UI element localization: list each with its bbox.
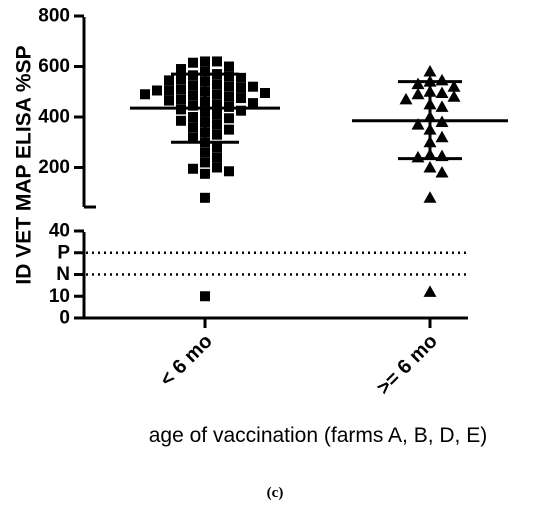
y-tick-label-lower: 0 [59,308,70,329]
data-point-square [176,115,186,126]
data-point-square [188,122,198,133]
data-point-triangle [435,86,449,99]
data-point-square [176,64,186,75]
data-point-triangle [423,161,437,173]
data-point-square [224,61,234,72]
data-point-square [164,95,174,106]
data-point-square [212,89,222,100]
data-point-triangle [411,87,425,100]
data-point-square [212,99,222,110]
x-tick-label: >= 6 mo [373,330,442,399]
data-point-triangle [411,150,425,163]
y-tick-label-upper: 400 [38,107,70,128]
x-tick-label: < 6 mo [156,330,217,391]
y-tick-label-upper: 600 [38,56,70,77]
data-point-square [200,168,210,179]
data-point-square [188,90,198,101]
data-point-triangle [423,285,437,297]
data-point-square [248,81,258,92]
ref-line-label: N [56,264,70,285]
data-point-square [224,71,234,82]
data-point-square [176,74,186,85]
data-point-square [212,152,222,163]
data-point-square [176,84,186,95]
data-point-square [140,89,150,100]
y-tick-label-lower: 40 [49,221,70,242]
data-point-square [212,142,222,153]
data-point-square [260,88,270,99]
data-point-square [212,129,222,140]
data-point-triangle [411,118,425,130]
data-point-triangle [423,191,437,203]
data-point-square [212,109,222,120]
y-axis-title: ID VET MAP ELISA %SP [13,45,36,284]
data-point-triangle [411,77,425,90]
data-point-square [236,93,246,104]
data-point-triangle [423,65,437,77]
data-point-square [212,79,222,90]
data-point-square [248,98,258,109]
data-point-triangle [399,92,413,105]
data-point-square [152,85,162,96]
data-point-square [236,82,246,93]
data-point-square [224,124,234,135]
data-point-square [164,85,174,96]
x-axis-title: age of vaccination (farms A, B, D, E) [149,424,487,447]
data-point-square [224,81,234,92]
data-point-square [224,91,234,102]
data-point-triangle [435,130,449,143]
y-tick-label-lower: 10 [49,286,70,307]
data-point-square [200,291,210,302]
data-point-square [188,132,198,143]
data-point-square [224,113,234,124]
data-point-triangle [435,73,449,86]
data-point-triangle [435,100,449,112]
data-point-square [200,147,210,158]
data-point-triangle [447,80,461,92]
data-point-square [200,56,210,67]
figure-caption: (c) [267,485,284,501]
data-point-square [236,105,246,116]
data-point-square [212,56,222,67]
data-point-square [188,112,198,122]
data-point-triangle [447,90,461,102]
data-point-square [212,162,222,173]
data-point-square [188,163,198,174]
y-tick-label-upper: 800 [38,6,70,27]
data-point-square [212,119,222,130]
data-point-square [188,100,198,111]
data-point-square [188,80,198,91]
data-point-square [176,94,186,105]
data-point-square [200,192,210,203]
data-point-square [164,75,174,86]
y-tick-label-upper: 200 [38,157,70,178]
data-point-square [200,157,210,168]
data-point-square [188,57,198,68]
ref-line-label: P [57,242,70,263]
data-point-square [224,166,234,177]
data-point-square [200,66,210,77]
data-point-triangle [435,166,449,178]
data-point-square [236,72,246,83]
